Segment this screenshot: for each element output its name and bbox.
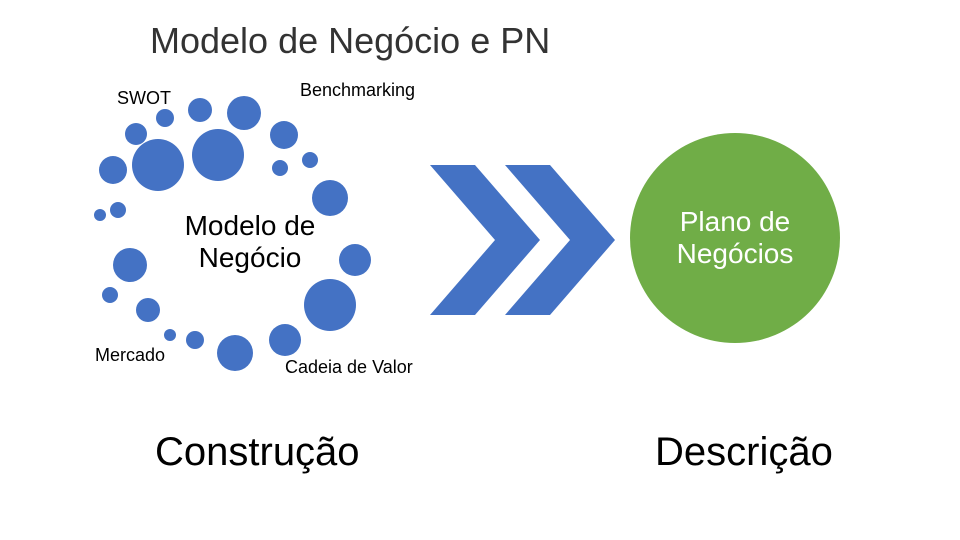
label-mercado: Mercado — [95, 345, 165, 366]
plano-circle: Plano de Negócios — [630, 133, 840, 343]
chevron-arrow-icon — [420, 160, 620, 320]
ring-dot — [302, 152, 318, 168]
ring-dot — [136, 298, 160, 322]
ring-dot — [227, 96, 261, 130]
plano-text: Plano de Negócios — [677, 206, 794, 270]
center-left-line2: Negócio — [199, 242, 302, 273]
ring-dot — [217, 335, 253, 371]
ring-dot — [132, 139, 184, 191]
center-left-line1: Modelo de — [185, 210, 316, 241]
plano-line1: Plano de — [680, 206, 791, 237]
ring-dot — [270, 121, 298, 149]
ring-dot — [156, 109, 174, 127]
label-cadeia: Cadeia de Valor — [285, 357, 413, 378]
label-swot: SWOT — [117, 88, 171, 109]
bottom-right-text: Descrição — [655, 430, 833, 475]
bottom-left-text: Construção — [155, 430, 360, 475]
ring-dot — [269, 324, 301, 356]
plano-line2: Negócios — [677, 238, 794, 269]
page-title: Modelo de Negócio e PN — [150, 20, 550, 62]
ring-dot — [186, 331, 204, 349]
ring-dot — [102, 287, 118, 303]
ring-dot — [99, 156, 127, 184]
ring-dot — [339, 244, 371, 276]
ring-dot — [192, 129, 244, 181]
ring-dot — [113, 248, 147, 282]
ring-dot — [110, 202, 126, 218]
ring-dot — [188, 98, 212, 122]
ring-dot — [164, 329, 176, 341]
ring-dot — [304, 279, 356, 331]
center-left-text: Modelo de Negócio — [170, 210, 330, 274]
ring-dot — [94, 209, 106, 221]
label-benchmarking: Benchmarking — [300, 80, 415, 101]
ring-dot — [272, 160, 288, 176]
